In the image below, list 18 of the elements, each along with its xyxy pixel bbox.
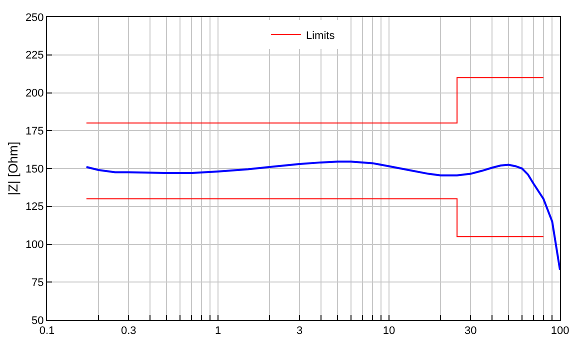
x-tick-label: 30 (464, 325, 477, 338)
y-tick-label: 200 (25, 88, 44, 100)
legend-label: Limits (306, 30, 336, 42)
x-tick-label: 0.1 (39, 325, 55, 338)
y-tick-label: 50 (32, 314, 44, 327)
y-tick-label: 250 (25, 12, 44, 24)
y-tick-label: 75 (32, 276, 44, 289)
y-tick-label: 125 (25, 201, 44, 214)
x-tick-label: 10 (382, 325, 396, 338)
y-axis-title: |Z| [Ohm] (5, 142, 20, 196)
y-tick-label: 225 (25, 50, 44, 62)
x-tick-label: 100 (550, 325, 570, 338)
y-tick-label: 175 (25, 125, 44, 138)
x-tick-label: 0.3 (120, 325, 136, 338)
x-tick-label: 1 (214, 325, 222, 338)
y-tick-label: 150 (25, 163, 44, 176)
y-tick-label: 100 (25, 239, 44, 252)
x-tick-label: 3 (296, 325, 303, 338)
